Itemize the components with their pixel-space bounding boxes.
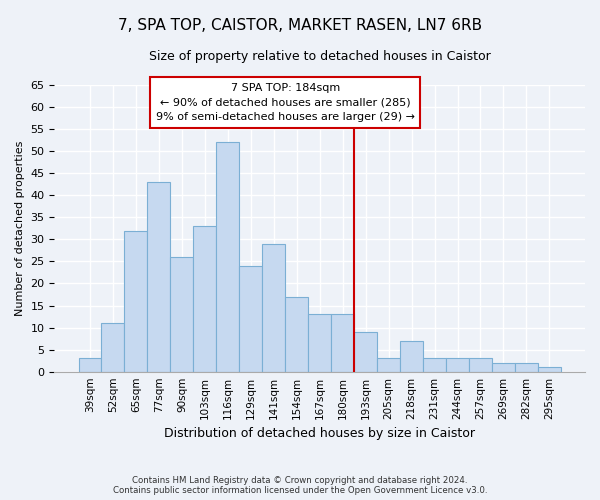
- Bar: [446, 358, 469, 372]
- Bar: [148, 182, 170, 372]
- Title: Size of property relative to detached houses in Caistor: Size of property relative to detached ho…: [149, 50, 491, 63]
- Text: Contains HM Land Registry data © Crown copyright and database right 2024.
Contai: Contains HM Land Registry data © Crown c…: [113, 476, 487, 495]
- Bar: [538, 368, 561, 372]
- Text: 7 SPA TOP: 184sqm
← 90% of detached houses are smaller (285)
9% of semi-detached: 7 SPA TOP: 184sqm ← 90% of detached hous…: [156, 83, 415, 122]
- Bar: [239, 266, 262, 372]
- Bar: [170, 257, 193, 372]
- Bar: [400, 341, 423, 372]
- Bar: [492, 363, 515, 372]
- Bar: [308, 314, 331, 372]
- Bar: [193, 226, 217, 372]
- Text: 7, SPA TOP, CAISTOR, MARKET RASEN, LN7 6RB: 7, SPA TOP, CAISTOR, MARKET RASEN, LN7 6…: [118, 18, 482, 32]
- Bar: [377, 358, 400, 372]
- Bar: [285, 296, 308, 372]
- Bar: [331, 314, 354, 372]
- Bar: [79, 358, 101, 372]
- Bar: [262, 244, 285, 372]
- Bar: [101, 323, 124, 372]
- Bar: [423, 358, 446, 372]
- Y-axis label: Number of detached properties: Number of detached properties: [15, 140, 25, 316]
- Bar: [217, 142, 239, 372]
- Bar: [354, 332, 377, 372]
- Bar: [515, 363, 538, 372]
- Bar: [469, 358, 492, 372]
- X-axis label: Distribution of detached houses by size in Caistor: Distribution of detached houses by size …: [164, 427, 475, 440]
- Bar: [124, 230, 148, 372]
